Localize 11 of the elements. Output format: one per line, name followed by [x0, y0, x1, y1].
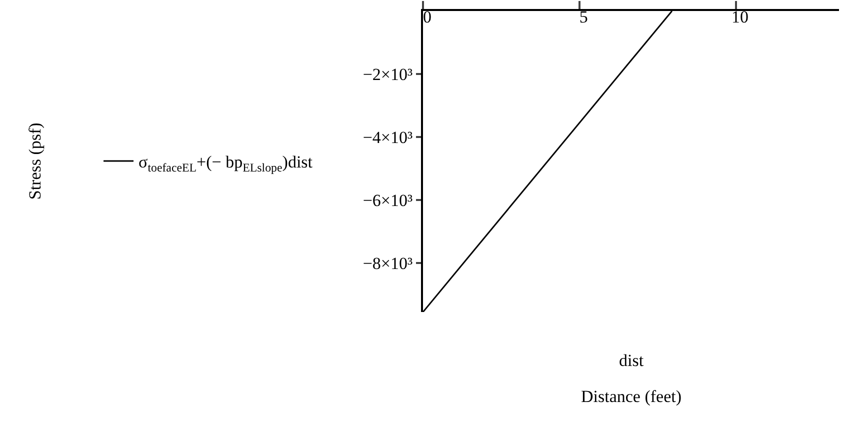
legend-label: σ$_{toefaceEL}$+(− bp$_{ELslope}$)dist: [138, 152, 313, 174]
y-tick-label: −2×10³: [362, 64, 413, 84]
text: Stress (psf): [26, 122, 45, 200]
y-tick-label: −4×10³: [362, 128, 413, 148]
x-axis-title: dist: [619, 351, 644, 370]
x-tick-label: 10: [723, 8, 749, 26]
x-tick-label: 5: [570, 8, 588, 26]
text: Distance (feet): [581, 387, 682, 406]
y-tick-label: −6×10³: [362, 191, 413, 210]
y-tick-label: −8×10³: [362, 254, 413, 274]
x-tick-label: 0: [414, 8, 432, 26]
